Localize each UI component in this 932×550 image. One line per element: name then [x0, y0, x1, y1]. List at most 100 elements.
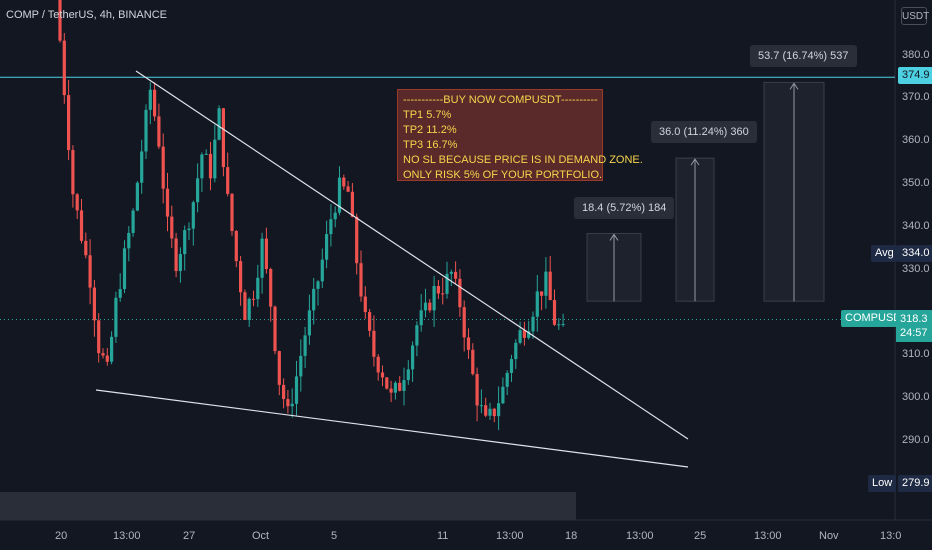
candle-body	[62, 40, 66, 96]
candle-body	[449, 271, 453, 274]
time-tick: 5	[331, 530, 338, 542]
candle-body	[312, 288, 316, 311]
candle-body	[561, 323, 565, 325]
candle-body	[419, 310, 423, 326]
candle-body	[217, 108, 221, 140]
time-tick: 18	[565, 530, 578, 542]
candle-body	[230, 193, 234, 232]
candle-body	[196, 178, 200, 203]
candle-body	[522, 330, 526, 338]
candle-body	[454, 271, 458, 279]
candle-body	[333, 212, 337, 220]
time-tick: Nov	[819, 530, 839, 542]
candle-body	[325, 234, 329, 260]
candle-body	[269, 269, 273, 307]
time-scrollbar[interactable]	[0, 492, 576, 520]
resistance-price-tag: 374.9	[898, 67, 932, 84]
candle-body	[286, 399, 290, 407]
candle-body	[105, 355, 109, 362]
last-price-box: 318.3 24:57	[896, 310, 932, 342]
candle-body	[436, 286, 440, 294]
candle-body	[282, 384, 286, 400]
candle-body	[174, 238, 178, 272]
candle-body	[135, 182, 139, 211]
annotation-line: TP1 5.7%	[403, 109, 452, 121]
candle-body	[423, 302, 428, 311]
candle-body	[385, 377, 389, 389]
candle-body	[260, 238, 264, 278]
candle-body	[273, 306, 277, 352]
annotation-line: TP3 16.7%	[403, 139, 458, 151]
candle-body	[84, 240, 88, 256]
candle-body	[557, 324, 561, 326]
candle-body	[204, 153, 208, 155]
candle-body	[226, 167, 230, 194]
low-value: 279.9	[898, 475, 932, 492]
time-tick: 13:00	[496, 530, 524, 542]
candle-body	[277, 351, 281, 385]
candle-body	[441, 293, 445, 295]
candle-body	[337, 177, 342, 213]
candle-body	[79, 210, 84, 241]
candle-body	[88, 255, 92, 288]
candle-body	[307, 310, 311, 336]
avg-value: 334.0	[898, 245, 932, 262]
candle-body	[294, 376, 299, 404]
candle-body	[432, 286, 436, 311]
candle-body	[380, 372, 385, 378]
candle-body	[514, 342, 518, 360]
candle-body	[153, 89, 157, 117]
lower-trendline	[95, 389, 689, 468]
candle-body	[393, 382, 397, 393]
candle-body	[363, 296, 367, 313]
candle-body	[475, 374, 479, 406]
tp2-callout: 36.0 (11.24%) 360	[651, 121, 757, 143]
candle-body	[484, 405, 488, 416]
candle-body	[75, 194, 79, 211]
candle-body	[71, 150, 75, 195]
last-price: 318.3	[900, 313, 928, 325]
price-tick: 340.0	[902, 220, 930, 232]
candle-body	[535, 291, 539, 317]
candle-body	[342, 177, 346, 187]
upper-trendline	[135, 70, 689, 440]
annotation-line: NO SL BECAUSE PRICE IS IN DEMAND ZONE.	[403, 154, 643, 166]
candle-body	[389, 388, 393, 393]
time-tick: 13:00	[113, 530, 141, 542]
candle-body	[144, 109, 148, 152]
candle-body	[458, 278, 462, 308]
candle-body	[552, 299, 557, 325]
candle-body	[544, 271, 548, 296]
candle-body	[501, 386, 505, 404]
candle-body	[531, 316, 535, 332]
avg-label: Avg	[871, 245, 898, 262]
candle-body	[462, 307, 466, 338]
tp3-zone-arrowhead	[789, 82, 799, 90]
candle-body	[492, 408, 496, 417]
candle-body	[251, 298, 256, 300]
tp1-callout: 18.4 (5.72%) 184	[574, 197, 675, 219]
price-tick: 380.0	[902, 49, 930, 61]
time-tick: 27	[183, 530, 196, 542]
candle-body	[114, 297, 118, 337]
candle-body	[200, 154, 204, 179]
candle-body	[316, 281, 320, 289]
price-tick: 330.0	[902, 263, 930, 275]
symbol-title: COMP / TetherUS, 4h, BINANCE	[6, 9, 167, 21]
price-tick: 360.0	[902, 134, 930, 146]
candle-body	[131, 210, 135, 233]
candle-body	[122, 248, 127, 290]
bar-countdown: 24:57	[900, 327, 928, 339]
candle-body	[303, 335, 307, 356]
time-tick: 13:00	[754, 530, 782, 542]
candle-body	[239, 261, 243, 293]
price-tick: 370.0	[902, 91, 930, 103]
candle-body	[187, 228, 191, 231]
candle-body	[402, 380, 406, 391]
time-tick: 25	[694, 530, 707, 542]
currency-button[interactable]: USDT	[901, 7, 929, 25]
candle-body	[346, 186, 350, 192]
candle-body	[329, 219, 333, 235]
